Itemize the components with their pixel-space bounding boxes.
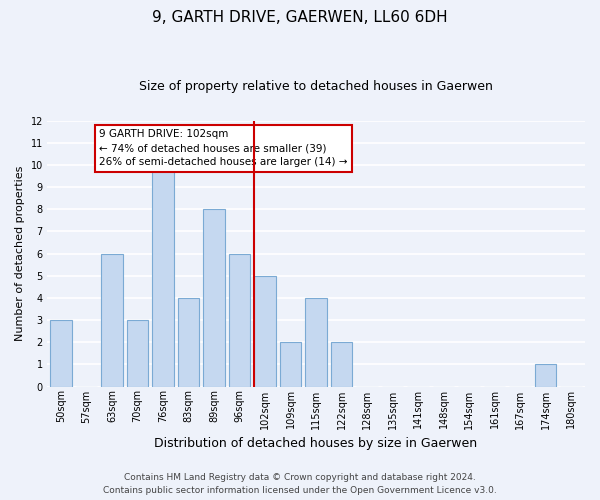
Title: Size of property relative to detached houses in Gaerwen: Size of property relative to detached ho… [139, 80, 493, 93]
X-axis label: Distribution of detached houses by size in Gaerwen: Distribution of detached houses by size … [154, 437, 478, 450]
Bar [127, 320, 148, 386]
Bar [203, 209, 225, 386]
Bar [152, 165, 174, 386]
Bar [50, 320, 72, 386]
Bar [178, 298, 199, 386]
Bar [305, 298, 327, 386]
Bar [331, 342, 352, 386]
Bar [280, 342, 301, 386]
Text: Contains HM Land Registry data © Crown copyright and database right 2024.
Contai: Contains HM Land Registry data © Crown c… [103, 474, 497, 495]
Text: 9, GARTH DRIVE, GAERWEN, LL60 6DH: 9, GARTH DRIVE, GAERWEN, LL60 6DH [152, 10, 448, 25]
Bar [101, 254, 123, 386]
Text: 9 GARTH DRIVE: 102sqm
← 74% of detached houses are smaller (39)
26% of semi-deta: 9 GARTH DRIVE: 102sqm ← 74% of detached … [100, 130, 348, 168]
Bar [254, 276, 276, 386]
Y-axis label: Number of detached properties: Number of detached properties [15, 166, 25, 341]
Bar [229, 254, 250, 386]
Bar [535, 364, 556, 386]
